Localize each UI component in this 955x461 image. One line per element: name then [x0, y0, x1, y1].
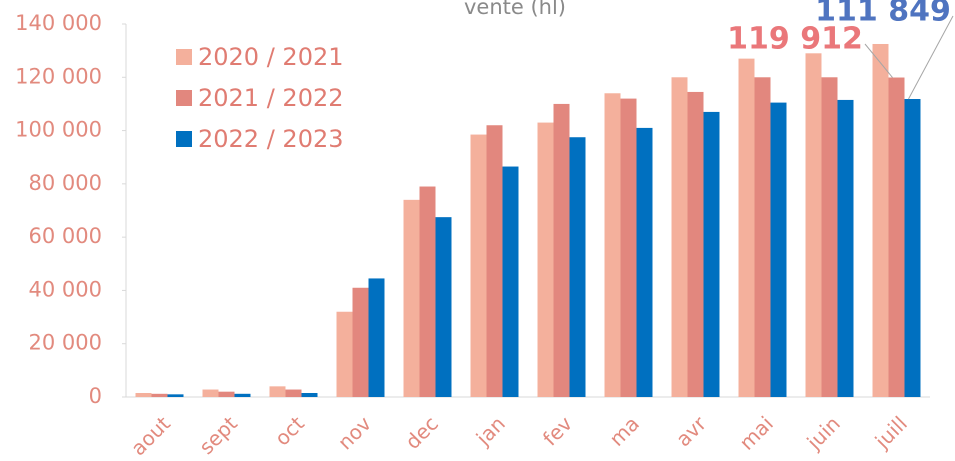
x-tick-label: aout [126, 411, 175, 460]
x-tick-label: sept [194, 411, 242, 459]
data-label: 111 849 [815, 0, 951, 29]
bar [821, 77, 838, 398]
bar [872, 43, 889, 397]
x-tick-label: nov [333, 411, 376, 454]
bar [837, 99, 854, 398]
x-tick-label: mai [735, 411, 778, 454]
bar [151, 393, 168, 397]
leader-line [864, 43, 893, 78]
legend-label: 2020 / 2021 [198, 43, 344, 71]
x-tick-label: oct [270, 411, 309, 450]
y-tick-label: 120 000 [15, 64, 102, 88]
bar [620, 98, 637, 397]
bar [336, 311, 353, 397]
x-tick-label: juin [801, 411, 844, 454]
bar [604, 93, 621, 398]
bar [671, 77, 688, 398]
bar [770, 102, 787, 397]
bar [703, 111, 720, 398]
bar [135, 393, 152, 397]
bar [904, 99, 921, 397]
bar [754, 77, 771, 398]
bar [888, 77, 905, 397]
y-tick-label: 140 000 [15, 11, 102, 35]
bar [569, 137, 586, 397]
bar [553, 103, 570, 397]
x-tick-label: fev [538, 411, 577, 450]
legend-label: 2022 / 2023 [198, 125, 344, 153]
bar [234, 393, 251, 397]
bar [285, 389, 302, 397]
data-label: 119 912 [727, 22, 863, 57]
bar [435, 217, 452, 397]
bar [687, 91, 704, 398]
bar [738, 58, 755, 398]
bar [486, 125, 503, 397]
y-tick-label: 20 000 [29, 331, 102, 355]
bar [636, 127, 653, 398]
y-tick-label: 80 000 [29, 171, 102, 195]
y-tick-label: 40 000 [29, 277, 102, 301]
x-tick-label: avr [671, 411, 711, 451]
legend-swatch [176, 49, 192, 65]
bar [269, 386, 286, 397]
legend-swatch [176, 90, 192, 106]
bar [352, 287, 369, 397]
bar [218, 391, 235, 397]
x-tick-label: ma [605, 411, 644, 450]
leader-line [908, 15, 954, 100]
x-tick-label: jan [471, 411, 510, 450]
bar [470, 134, 487, 397]
x-tick-label: juill [870, 411, 912, 453]
bar [502, 166, 519, 397]
bar [419, 186, 436, 397]
bar [368, 278, 385, 397]
bar [202, 389, 219, 397]
bar [805, 53, 822, 398]
bar [403, 199, 420, 397]
bar [537, 122, 554, 397]
chart-title: vente (hl) [464, 0, 566, 19]
x-tick-label: dec [400, 411, 442, 453]
bar [167, 394, 184, 397]
y-tick-label: 0 [89, 384, 102, 408]
y-tick-label: 100 000 [15, 118, 102, 142]
bar [301, 393, 318, 397]
legend-label: 2021 / 2022 [198, 84, 344, 112]
y-tick-label: 60 000 [29, 224, 102, 248]
legend-swatch [176, 131, 192, 147]
